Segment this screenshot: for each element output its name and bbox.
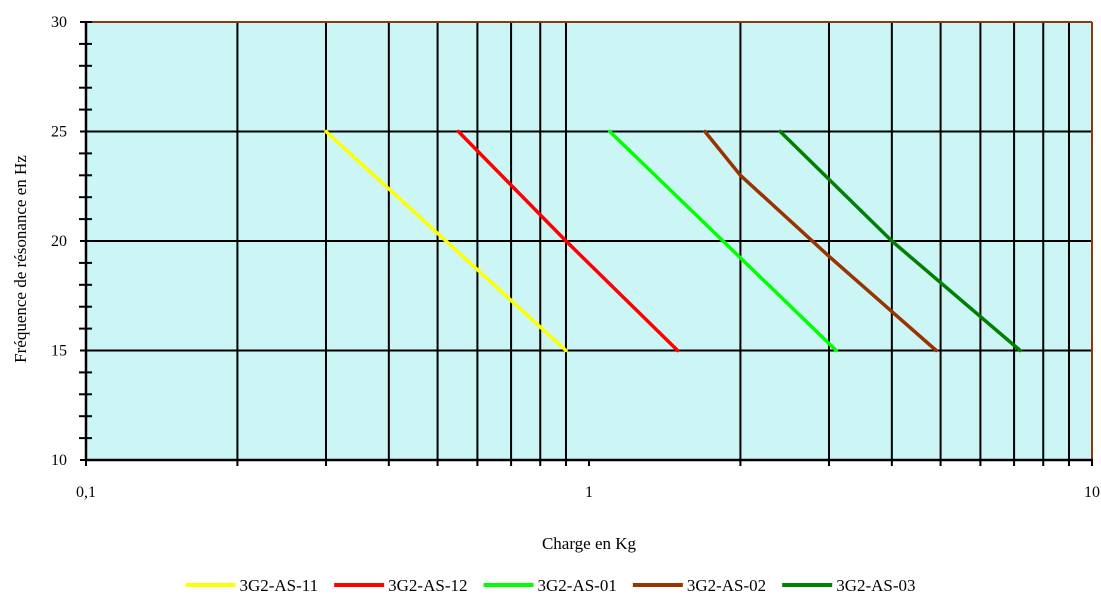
y-tick-labels: 10 15 20 25 30 bbox=[51, 14, 67, 469]
legend-label: 3G2-AS-03 bbox=[836, 576, 915, 595]
plot-frame bbox=[86, 21, 1093, 460]
x-tick-label: 0,1 bbox=[76, 484, 96, 501]
y-axis-ticks bbox=[79, 21, 92, 461]
series-lines bbox=[324, 129, 1022, 353]
series-line-3G2-AS-03 bbox=[778, 129, 1022, 353]
series-line-3G2-AS-01 bbox=[608, 129, 838, 353]
x-tick-labels: 0,1 1 10 bbox=[76, 484, 1100, 501]
y-tick-label: 10 bbox=[51, 452, 67, 469]
x-tick-label: 10 bbox=[1084, 484, 1100, 501]
series-line-3G2-AS-02 bbox=[703, 129, 938, 353]
x-axis-ticks bbox=[85, 460, 1093, 466]
legend-label: 3G2-AS-01 bbox=[538, 576, 617, 595]
x-axis-title: Charge en Kg bbox=[542, 534, 637, 553]
y-tick-label: 25 bbox=[51, 124, 67, 141]
legend-label: 3G2-AS-11 bbox=[239, 576, 318, 595]
y-tick-label: 20 bbox=[51, 233, 67, 250]
legend-label: 3G2-AS-12 bbox=[388, 576, 467, 595]
y-tick-label: 30 bbox=[51, 14, 67, 31]
horizontal-gridlines bbox=[86, 130, 1092, 352]
series-line-3G2-AS-11 bbox=[324, 129, 568, 353]
legend: 3G2-AS-11 3G2-AS-12 3G2-AS-01 3G2-AS-02 3G2-… bbox=[185, 576, 916, 595]
series-line-3G2-AS-12 bbox=[456, 129, 680, 353]
legend-label: 3G2-AS-02 bbox=[687, 576, 766, 595]
x-tick-label: 1 bbox=[585, 484, 593, 501]
y-tick-label: 15 bbox=[51, 343, 67, 360]
y-axis-title: Fréquence de résonance en Hz bbox=[11, 155, 30, 363]
